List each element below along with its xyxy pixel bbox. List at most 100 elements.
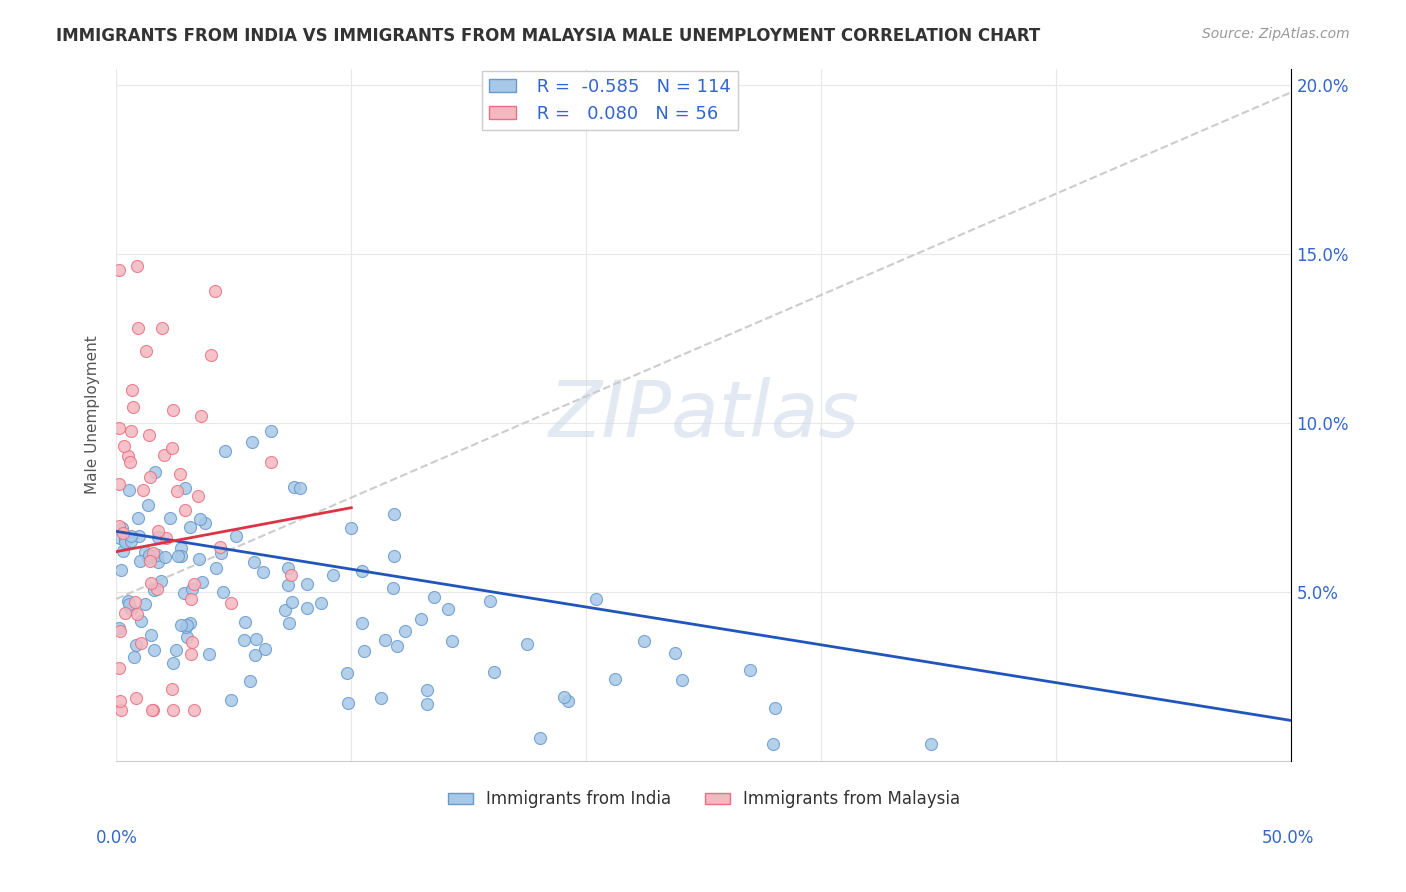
Point bbox=[111, 521, 134, 535]
Point bbox=[139, 554, 162, 568]
Point bbox=[283, 480, 305, 494]
Point bbox=[374, 633, 396, 648]
Point bbox=[762, 737, 785, 751]
Point bbox=[127, 259, 149, 273]
Point bbox=[111, 525, 134, 540]
Point bbox=[415, 697, 437, 711]
Point bbox=[179, 520, 201, 534]
Point bbox=[146, 582, 169, 596]
Point bbox=[605, 673, 627, 687]
Point bbox=[129, 615, 152, 629]
Point bbox=[920, 737, 942, 751]
Point bbox=[209, 546, 232, 560]
Text: Source: ZipAtlas.com: Source: ZipAtlas.com bbox=[1202, 27, 1350, 41]
Point bbox=[254, 641, 277, 656]
Point bbox=[143, 643, 166, 657]
Point bbox=[150, 321, 173, 335]
Point bbox=[124, 690, 146, 705]
Point bbox=[142, 546, 165, 560]
Point bbox=[150, 574, 173, 588]
Point bbox=[162, 657, 184, 671]
Point bbox=[288, 481, 311, 495]
Point bbox=[295, 601, 318, 615]
Point bbox=[204, 561, 226, 575]
Point bbox=[214, 444, 236, 458]
Point bbox=[180, 582, 202, 597]
Point bbox=[204, 284, 226, 298]
Point bbox=[278, 616, 301, 631]
Point bbox=[114, 606, 136, 620]
Point bbox=[122, 649, 145, 664]
Legend: Immigrants from India, Immigrants from Malaysia: Immigrants from India, Immigrants from M… bbox=[441, 784, 967, 815]
Point bbox=[124, 638, 146, 652]
Point bbox=[162, 403, 184, 417]
Point bbox=[239, 673, 262, 688]
Point bbox=[553, 690, 575, 704]
Point bbox=[176, 630, 198, 644]
Point bbox=[111, 544, 134, 558]
Point bbox=[128, 529, 150, 543]
Point bbox=[190, 409, 212, 424]
Point bbox=[219, 693, 242, 707]
Point bbox=[138, 428, 160, 442]
Point bbox=[129, 636, 152, 650]
Point bbox=[245, 632, 267, 647]
Point bbox=[664, 646, 686, 660]
Point bbox=[336, 696, 359, 710]
Point bbox=[170, 541, 193, 555]
Point bbox=[441, 633, 464, 648]
Point bbox=[148, 524, 170, 538]
Point bbox=[208, 541, 231, 555]
Point bbox=[281, 595, 304, 609]
Point bbox=[252, 565, 274, 579]
Point bbox=[117, 449, 139, 463]
Text: ZIPatlas: ZIPatlas bbox=[548, 376, 859, 453]
Point bbox=[167, 549, 190, 563]
Point bbox=[114, 533, 136, 547]
Point bbox=[437, 601, 460, 615]
Point bbox=[309, 596, 332, 610]
Point bbox=[169, 467, 191, 482]
Point bbox=[173, 481, 195, 495]
Point bbox=[117, 593, 139, 607]
Point bbox=[174, 503, 197, 517]
Point bbox=[633, 634, 655, 648]
Point bbox=[176, 620, 198, 634]
Point bbox=[173, 586, 195, 600]
Point bbox=[200, 349, 222, 363]
Point bbox=[134, 597, 156, 611]
Point bbox=[557, 694, 579, 708]
Point bbox=[136, 498, 159, 512]
Point bbox=[107, 476, 129, 491]
Point bbox=[107, 262, 129, 277]
Point bbox=[120, 424, 142, 438]
Point bbox=[274, 603, 297, 617]
Point bbox=[117, 597, 139, 611]
Point bbox=[479, 594, 502, 608]
Point bbox=[180, 647, 202, 661]
Point bbox=[120, 601, 142, 615]
Point bbox=[394, 624, 416, 638]
Point bbox=[529, 731, 551, 745]
Point bbox=[382, 582, 405, 596]
Text: 50.0%: 50.0% bbox=[1263, 829, 1315, 847]
Point bbox=[110, 693, 132, 707]
Point bbox=[165, 643, 187, 657]
Point bbox=[738, 663, 761, 677]
Point bbox=[118, 455, 141, 469]
Point bbox=[277, 578, 299, 592]
Point bbox=[243, 555, 266, 569]
Point bbox=[245, 648, 267, 663]
Point bbox=[107, 420, 129, 434]
Point bbox=[180, 634, 202, 648]
Point bbox=[384, 507, 406, 521]
Point bbox=[277, 561, 299, 575]
Text: 0.0%: 0.0% bbox=[96, 829, 138, 847]
Point bbox=[120, 534, 142, 549]
Point bbox=[180, 591, 202, 606]
Point bbox=[146, 556, 169, 570]
Point bbox=[340, 521, 363, 535]
Point bbox=[127, 321, 149, 335]
Point bbox=[260, 455, 283, 469]
Point bbox=[370, 691, 392, 706]
